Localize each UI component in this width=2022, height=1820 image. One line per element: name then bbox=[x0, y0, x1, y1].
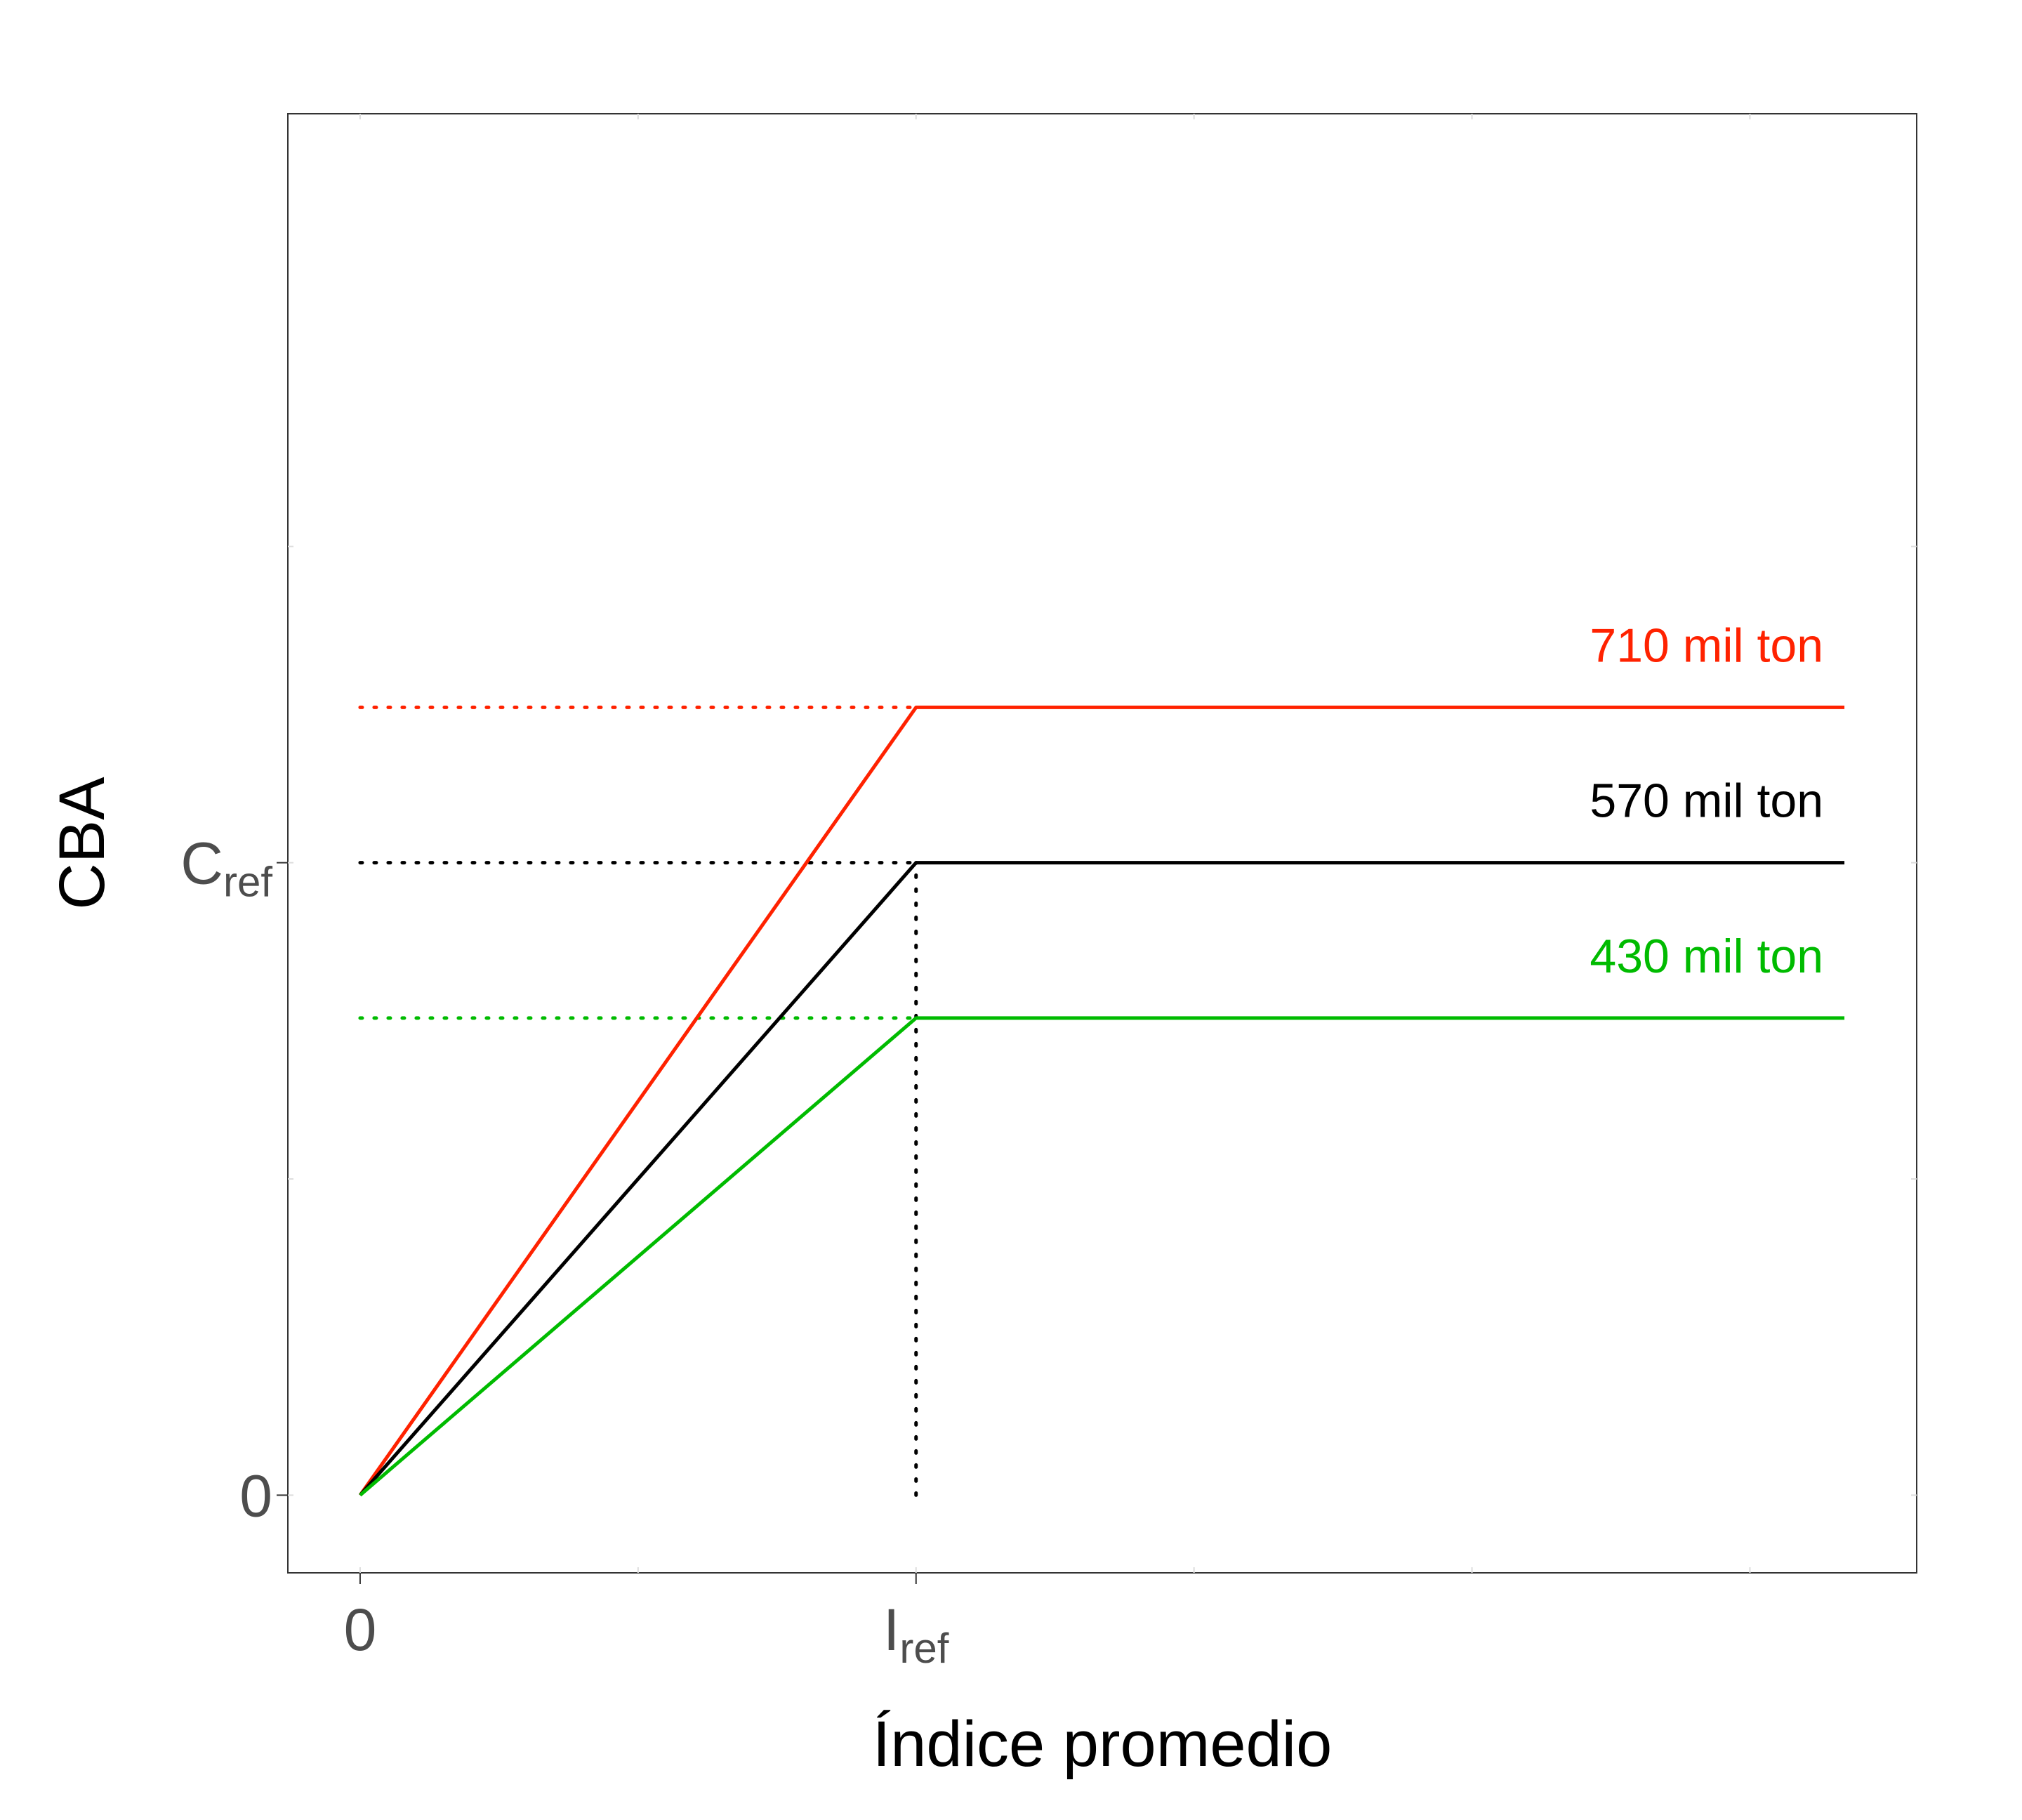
y-axis: 0 Cref bbox=[180, 831, 288, 1529]
y-axis-title: CBA bbox=[46, 777, 118, 910]
x-axis-title: Índice promedio bbox=[873, 1708, 1333, 1780]
x-tick-subscript: ref bbox=[899, 1625, 949, 1672]
y-tick-label: 0 bbox=[239, 1463, 272, 1529]
series-label-red: 710 mil ton bbox=[1590, 619, 1823, 672]
x-tick-label: Iref bbox=[883, 1597, 949, 1672]
x-axis: 0 Iref bbox=[344, 1573, 949, 1672]
y-tick-subscript: ref bbox=[223, 859, 272, 906]
reference-lines bbox=[358, 705, 918, 1497]
plot-panel bbox=[287, 113, 1917, 1574]
series-line-red bbox=[358, 705, 1845, 1496]
series-line-black bbox=[359, 861, 1845, 1497]
series-line-green bbox=[359, 1016, 1845, 1497]
series-label-black: 570 mil ton bbox=[1590, 774, 1823, 828]
y-tick-label: Cref bbox=[180, 831, 272, 906]
x-tick-label: 0 bbox=[344, 1597, 377, 1663]
series-lines bbox=[358, 705, 1845, 1497]
series-labels: 710 mil ton 570 mil ton 430 mil ton bbox=[1590, 619, 1823, 982]
series-label-green: 430 mil ton bbox=[1590, 930, 1823, 983]
panel-minor-ticks bbox=[288, 114, 1917, 1573]
